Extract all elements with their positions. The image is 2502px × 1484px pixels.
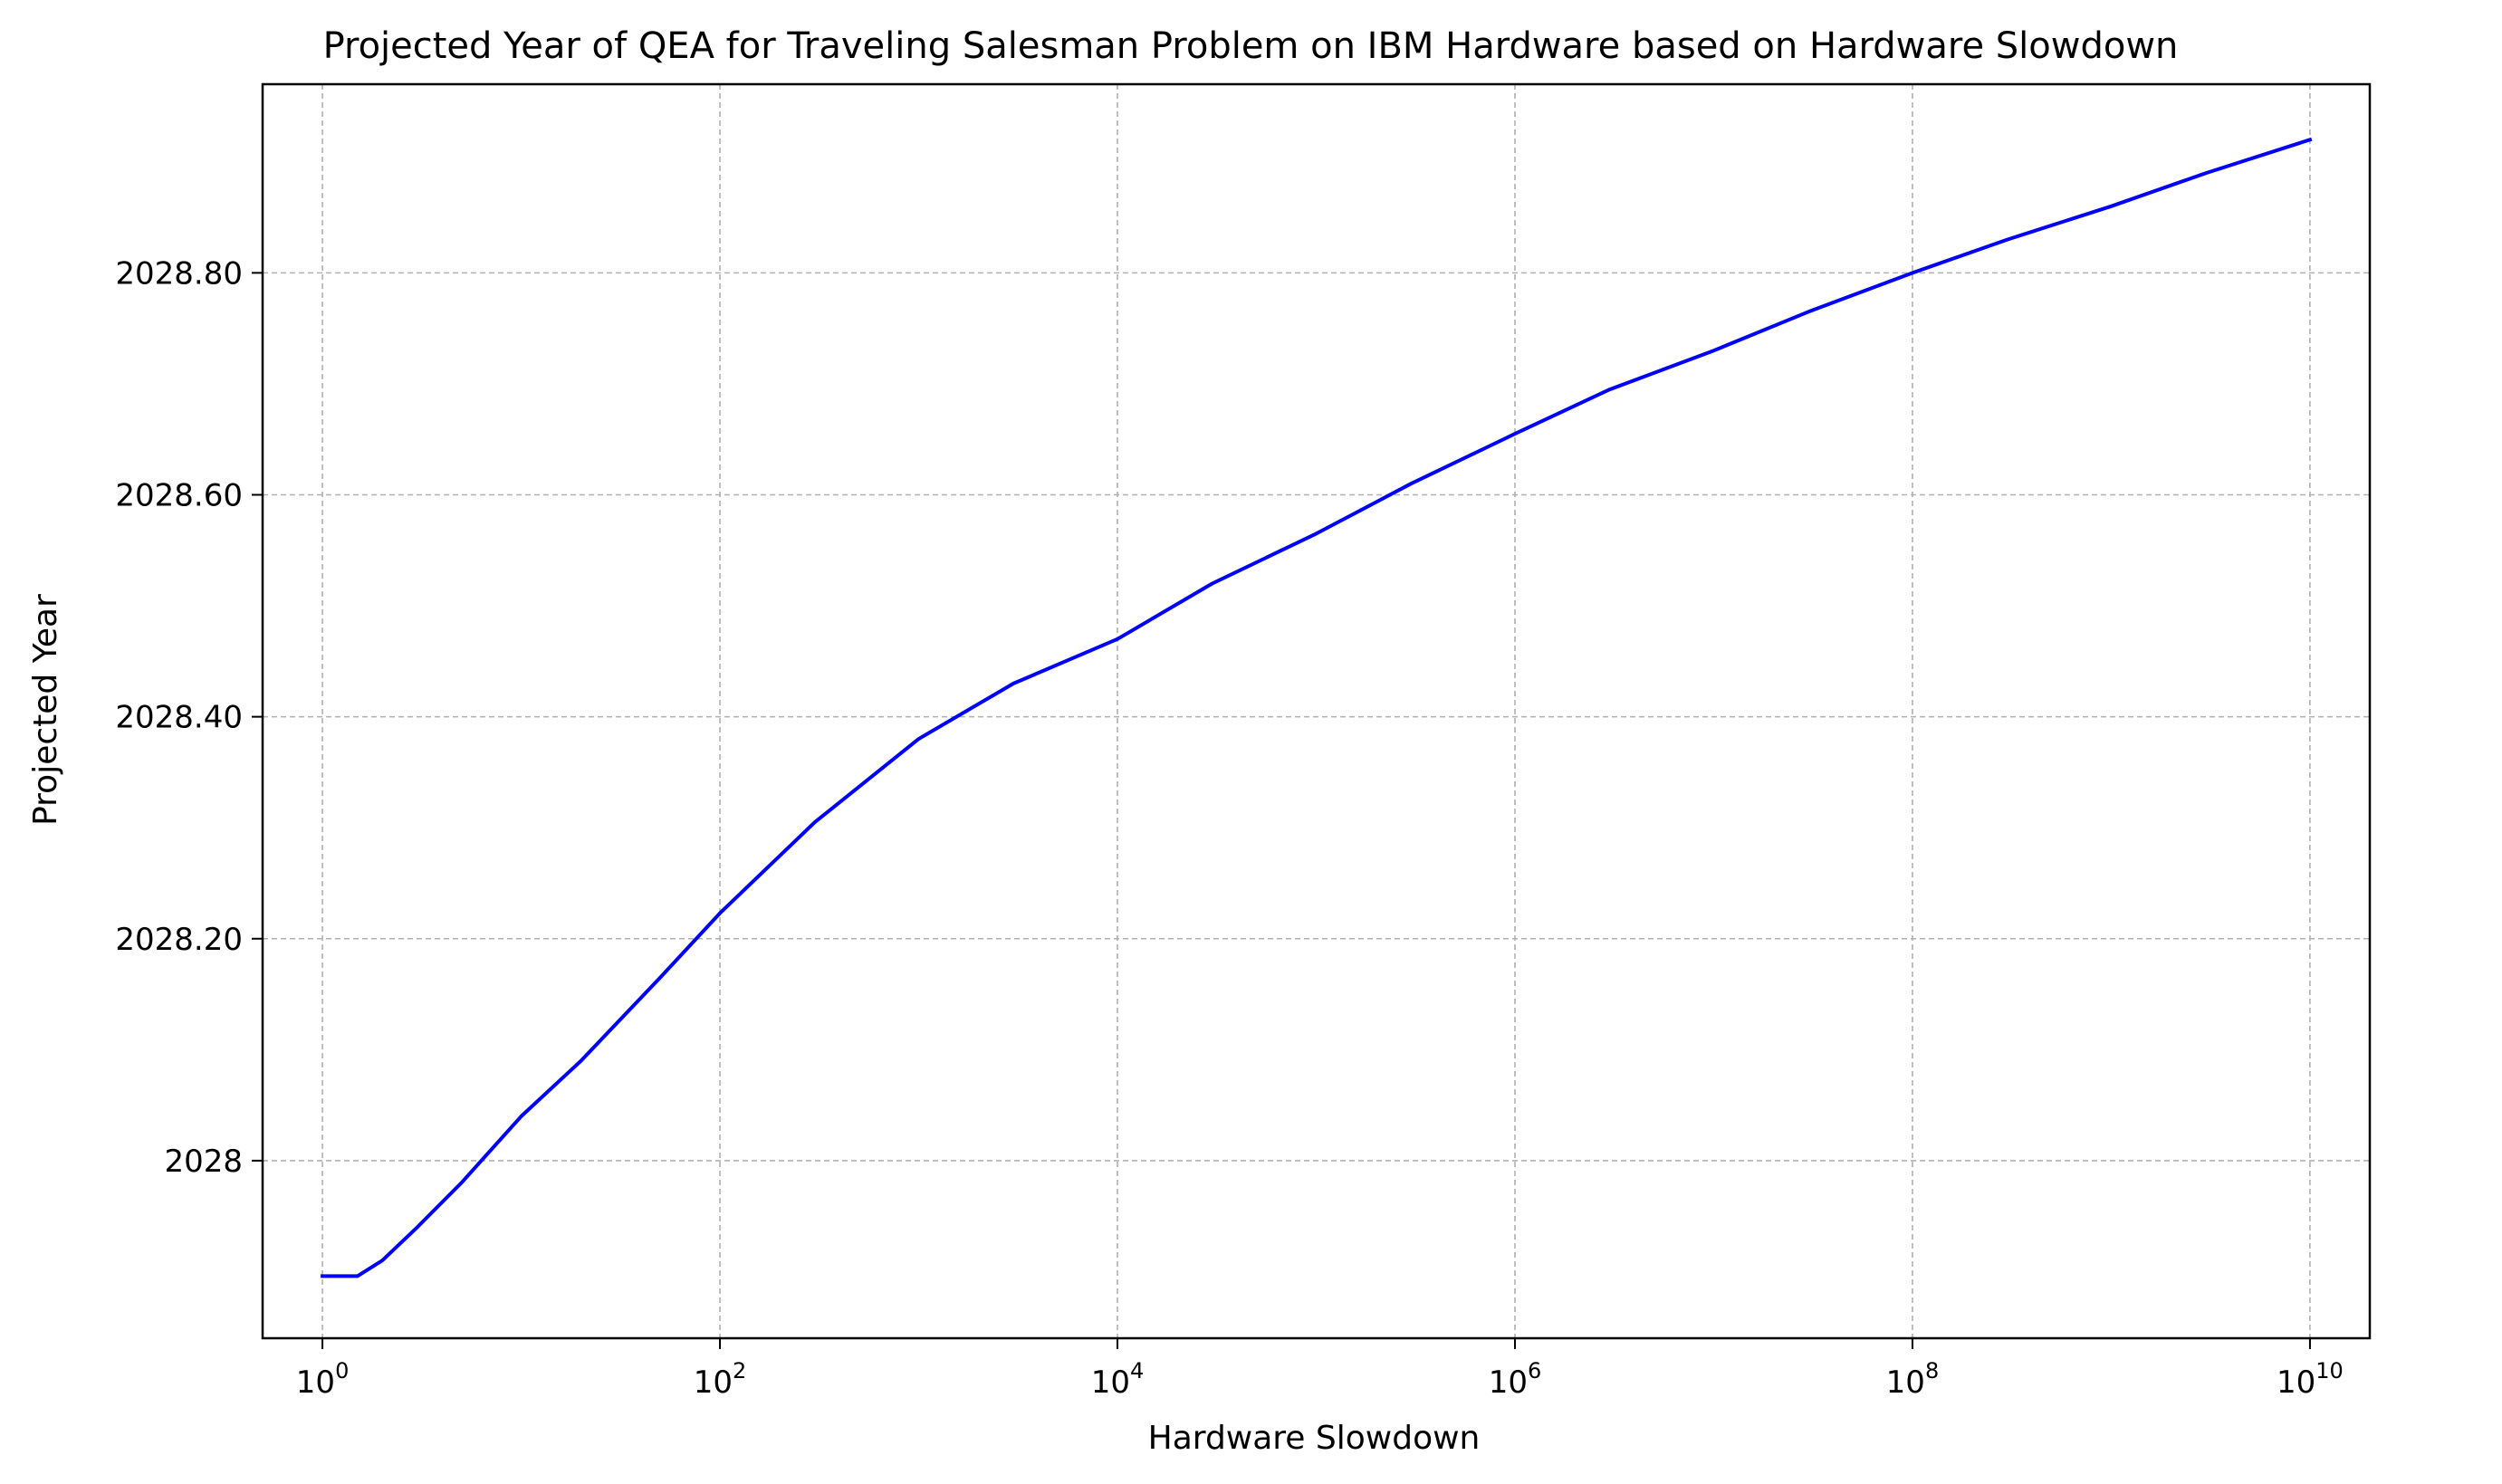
x-tick-exponent: 10 <box>2315 1358 2344 1383</box>
x-tick-exponent: 6 <box>1528 1358 1541 1383</box>
x-tick-label: 104 <box>1091 1358 1145 1401</box>
x-tick-exponent: 8 <box>1925 1358 1939 1383</box>
x-tick-label: 1010 <box>2277 1358 2344 1401</box>
x-tick-label: 102 <box>694 1358 747 1401</box>
x-tick-base: 10 <box>2277 1364 2315 1401</box>
x-tick-exponent: 0 <box>335 1358 349 1383</box>
y-tick-label: 2028 <box>164 1144 243 1180</box>
x-tick-base: 10 <box>1091 1364 1130 1401</box>
x-tick-base: 10 <box>694 1364 733 1401</box>
x-axis-label: Hardware Slowdown <box>1148 1420 1481 1457</box>
x-tick-base: 10 <box>296 1364 335 1401</box>
series-line <box>321 137 2313 1278</box>
x-tick-exponent: 4 <box>1130 1358 1144 1383</box>
ticks-layer: 100 102 104 106 108 101020282028.202028.40202… <box>115 255 2343 1401</box>
y-tick-label: 2028.80 <box>115 255 243 292</box>
x-tick-label: 108 <box>1886 1358 1940 1401</box>
chart-title: Projected Year of QEA for Traveling Sale… <box>323 25 2179 67</box>
x-tick-label: 100 <box>296 1358 350 1401</box>
y-tick-label: 2028.60 <box>115 477 243 513</box>
x-tick-base: 10 <box>1489 1364 1528 1401</box>
x-tick-exponent: 2 <box>733 1358 746 1383</box>
y-tick-label: 2028.40 <box>115 700 243 736</box>
y-tick-label: 2028.20 <box>115 922 243 958</box>
series-layer <box>321 137 2313 1278</box>
grid-layer <box>263 84 2370 1338</box>
y-axis-label: Projected Year <box>27 594 64 826</box>
plot-frame <box>261 82 2372 1340</box>
x-tick-label: 106 <box>1489 1358 1542 1401</box>
x-tick-base: 10 <box>1886 1364 1925 1401</box>
